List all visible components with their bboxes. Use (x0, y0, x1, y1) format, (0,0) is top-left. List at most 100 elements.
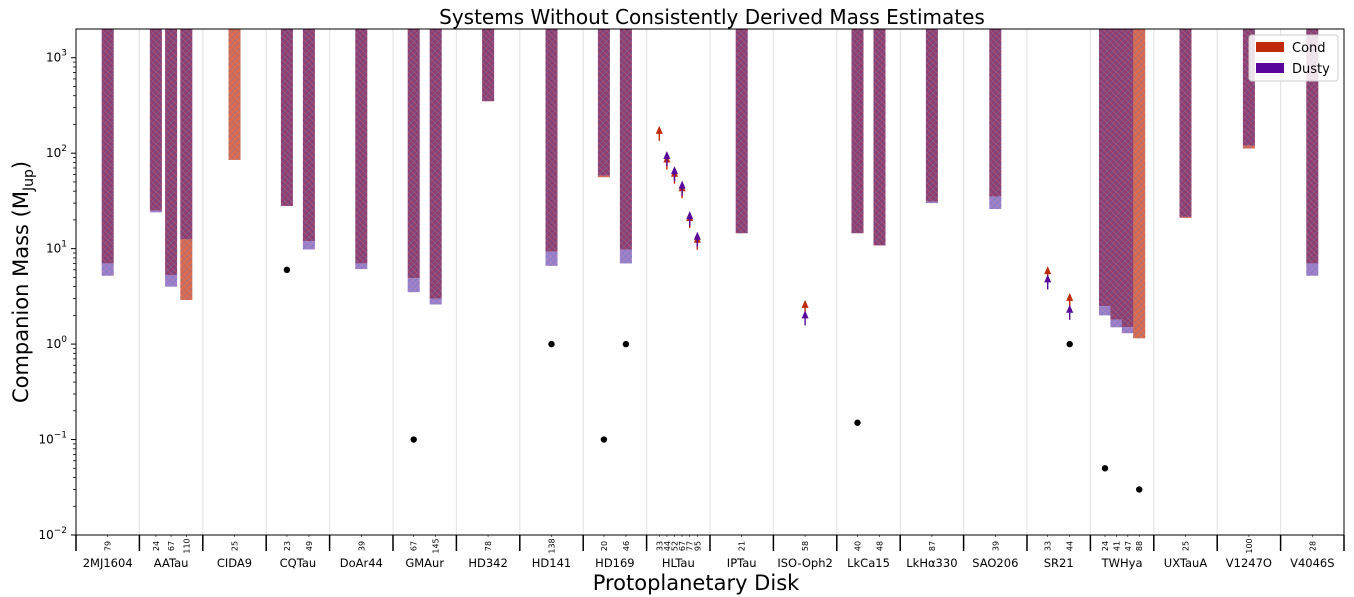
gap-radius-label: 79 (104, 541, 113, 551)
bar-cqtau-49 (302, 29, 315, 250)
gap-radius-label: 58 (801, 541, 810, 551)
gap-radius-label: 44 (663, 541, 672, 551)
y-axis-label: Companion Mass (MJup) (9, 161, 37, 403)
category-label-v1247o: V1247O (1226, 556, 1272, 570)
bar-iptau-21 (735, 29, 748, 234)
bar-hd169-46 (619, 29, 632, 264)
arrow-head (663, 151, 671, 160)
gap-radius-label: 88 (1135, 541, 1144, 551)
category-label-cqtau: CQTau (280, 556, 317, 570)
bar-gmaur-67 (407, 29, 420, 293)
x-axis: 79 2MJ1604 24 67 110 AATau 25 CIDA9 23 49 CQTau 39 D… (75, 535, 1345, 570)
bar-hd169-20 (597, 29, 610, 178)
mass-point-lkca15-40 (854, 419, 861, 426)
mass-point-hd169-46 (622, 340, 630, 348)
gap-radius-label: 67 (678, 541, 687, 551)
arrow-head (1044, 274, 1052, 283)
bar-sao206-39 (989, 29, 1002, 210)
gap-radius-label: 40 (854, 541, 863, 551)
y-tick-label: 101 (46, 240, 67, 256)
arrow-head (670, 166, 678, 175)
category-label-lkca15: LkCa15 (847, 556, 890, 570)
gap-radius-label: 39 (357, 541, 366, 551)
bar-hatch (1133, 29, 1146, 339)
arrow-head (1066, 304, 1074, 313)
category-label-aatau: AATau (154, 556, 189, 570)
mass-point-hd169-20 (600, 436, 608, 443)
bar-hatch (873, 29, 886, 246)
category-dividers (138, 29, 1282, 535)
bar-hatch (149, 29, 162, 213)
bar-hatch (101, 29, 114, 276)
bar-twhya-88 (1133, 29, 1146, 339)
legend: Cond Dusty (1248, 34, 1339, 82)
y-axis-label-main: Companion Mass (M (9, 191, 33, 403)
gap-radius-label: 67 (167, 541, 176, 551)
mass-point-sr21-44 (1066, 340, 1073, 348)
gap-radius-label: 48 (876, 541, 885, 551)
gap-radius-label: 77 (686, 541, 695, 551)
category-label-hltau: HLTau (662, 556, 695, 570)
bar-hatch (180, 29, 193, 300)
measured-mass-points (283, 266, 1143, 493)
dusty-lower-limit-sr21-44 (1066, 304, 1074, 320)
mass-point-gmaur-67 (410, 436, 417, 443)
bar-hatch (280, 29, 293, 206)
bar-twhya-47 (1121, 29, 1134, 334)
bar-hatch (1098, 29, 1111, 316)
bar-hatch (545, 29, 558, 266)
gap-radius-label: 49 (305, 541, 314, 551)
bar-hatch (482, 29, 495, 102)
category-label-uxtaua: UXTauA (1164, 556, 1208, 570)
bar-hd141-138 (545, 29, 558, 266)
arrow-head (686, 211, 694, 220)
bar-hatch (597, 29, 610, 178)
chart-title: Systems Without Consistently Derived Mas… (439, 5, 985, 29)
bar-hatch (355, 29, 368, 270)
dusty-lower-limit-sr21-33 (1044, 274, 1052, 290)
category-label-hd342: HD342 (468, 556, 507, 570)
gap-radius-label: 25 (231, 541, 240, 551)
dusty-lower-limit-hltau-95 (693, 231, 701, 247)
legend-swatch-cond (1256, 42, 1284, 52)
mass-point-twhya-24 (1101, 465, 1109, 472)
gap-radius-label: 78 (484, 541, 493, 551)
x-axis-label: Protoplanetary Disk (593, 571, 800, 595)
bar-hatch (619, 29, 632, 264)
lower-limit-arrows (655, 125, 1074, 326)
bar-hatch (925, 29, 938, 204)
y-axis-label-sub: Jup (21, 169, 37, 192)
mass-point-hd141-138 (548, 340, 555, 348)
dusty-lower-limit-hltau-52 (670, 166, 678, 182)
bar-hatch (989, 29, 1002, 210)
category-label-2mj1604: 2MJ1604 (83, 556, 133, 570)
category-label-twhya: TWHya (1101, 556, 1143, 570)
bar-hatch (735, 29, 748, 234)
gap-radius-label: 110 (182, 538, 191, 553)
bar-hatch (228, 29, 241, 160)
bar-twhya-41 (1110, 29, 1123, 328)
arrow-head (801, 299, 809, 308)
bar-twhya-24 (1098, 29, 1111, 316)
legend-swatch-dusty (1256, 63, 1284, 73)
dusty-lower-limit-iso-oph2-58 (801, 310, 809, 326)
mass-range-bars (101, 29, 1319, 339)
bar-hatch (851, 29, 864, 234)
category-label-v4046s: V4046S (1290, 556, 1334, 570)
gap-radius-label: 20 (600, 541, 609, 551)
bar-cqtau-23 (280, 29, 293, 206)
arrow-head (801, 310, 809, 319)
gap-radius-label: 33 (655, 541, 664, 551)
y-axis-label-close: ) (9, 161, 33, 169)
category-label-sao206: SAO206 (972, 556, 1018, 570)
gap-radius-label: 52 (670, 541, 679, 551)
bar-lkca15-48 (873, 29, 886, 246)
legend-label-cond: Cond (1292, 41, 1326, 56)
gap-radius-label: 44 (1066, 541, 1075, 551)
category-label-hd141: HD141 (532, 556, 571, 570)
bar-hatch (429, 29, 442, 305)
arrow-head (655, 125, 663, 134)
category-label-iso-oph2: ISO-Oph2 (777, 556, 833, 570)
gap-radius-label: 33 (1044, 541, 1053, 551)
